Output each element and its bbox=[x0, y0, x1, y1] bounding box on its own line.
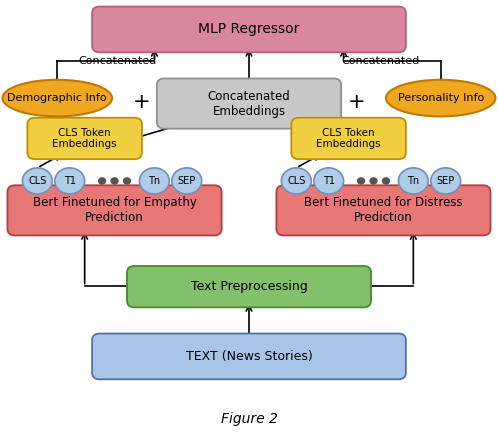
FancyBboxPatch shape bbox=[127, 266, 371, 307]
FancyBboxPatch shape bbox=[92, 7, 406, 52]
Text: CLS Token
Embeddings: CLS Token Embeddings bbox=[316, 128, 381, 149]
Text: T1: T1 bbox=[323, 176, 335, 186]
Text: +: + bbox=[347, 92, 365, 112]
Text: TEXT (News Stories): TEXT (News Stories) bbox=[186, 350, 312, 363]
Circle shape bbox=[281, 168, 311, 194]
Text: Personality Info: Personality Info bbox=[397, 93, 484, 103]
Text: T1: T1 bbox=[64, 176, 76, 186]
Circle shape bbox=[22, 168, 52, 194]
Circle shape bbox=[99, 178, 106, 184]
Circle shape bbox=[431, 168, 461, 194]
Circle shape bbox=[314, 168, 344, 194]
Text: Bert Finetuned for Distress
Prediction: Bert Finetuned for Distress Prediction bbox=[304, 196, 463, 225]
Circle shape bbox=[55, 168, 85, 194]
FancyBboxPatch shape bbox=[276, 185, 491, 235]
Ellipse shape bbox=[2, 80, 112, 116]
Text: CLS: CLS bbox=[287, 176, 305, 186]
Text: Bert Finetuned for Empathy
Prediction: Bert Finetuned for Empathy Prediction bbox=[32, 196, 197, 225]
Text: Concatenated: Concatenated bbox=[342, 56, 420, 66]
Circle shape bbox=[398, 168, 428, 194]
Circle shape bbox=[382, 178, 389, 184]
Text: Concatenated
Embeddings: Concatenated Embeddings bbox=[208, 89, 290, 118]
FancyBboxPatch shape bbox=[7, 185, 222, 235]
FancyBboxPatch shape bbox=[92, 334, 406, 379]
Circle shape bbox=[111, 178, 118, 184]
Text: Concatenated: Concatenated bbox=[78, 56, 156, 66]
FancyBboxPatch shape bbox=[27, 118, 142, 159]
Text: Text Preprocessing: Text Preprocessing bbox=[191, 280, 307, 293]
Ellipse shape bbox=[386, 80, 496, 116]
Text: Demographic Info: Demographic Info bbox=[7, 93, 107, 103]
Circle shape bbox=[172, 168, 202, 194]
FancyBboxPatch shape bbox=[157, 78, 341, 129]
Text: Tn: Tn bbox=[407, 176, 419, 186]
Text: SEP: SEP bbox=[178, 176, 196, 186]
Text: CLS: CLS bbox=[28, 176, 46, 186]
Text: Figure 2: Figure 2 bbox=[221, 412, 277, 426]
Circle shape bbox=[370, 178, 377, 184]
Circle shape bbox=[124, 178, 130, 184]
Circle shape bbox=[139, 168, 169, 194]
Text: +: + bbox=[133, 92, 151, 112]
Text: MLP Regressor: MLP Regressor bbox=[198, 22, 300, 37]
Text: CLS Token
Embeddings: CLS Token Embeddings bbox=[52, 128, 117, 149]
Text: Tn: Tn bbox=[148, 176, 160, 186]
Circle shape bbox=[358, 178, 365, 184]
Text: SEP: SEP bbox=[437, 176, 455, 186]
FancyBboxPatch shape bbox=[291, 118, 406, 159]
